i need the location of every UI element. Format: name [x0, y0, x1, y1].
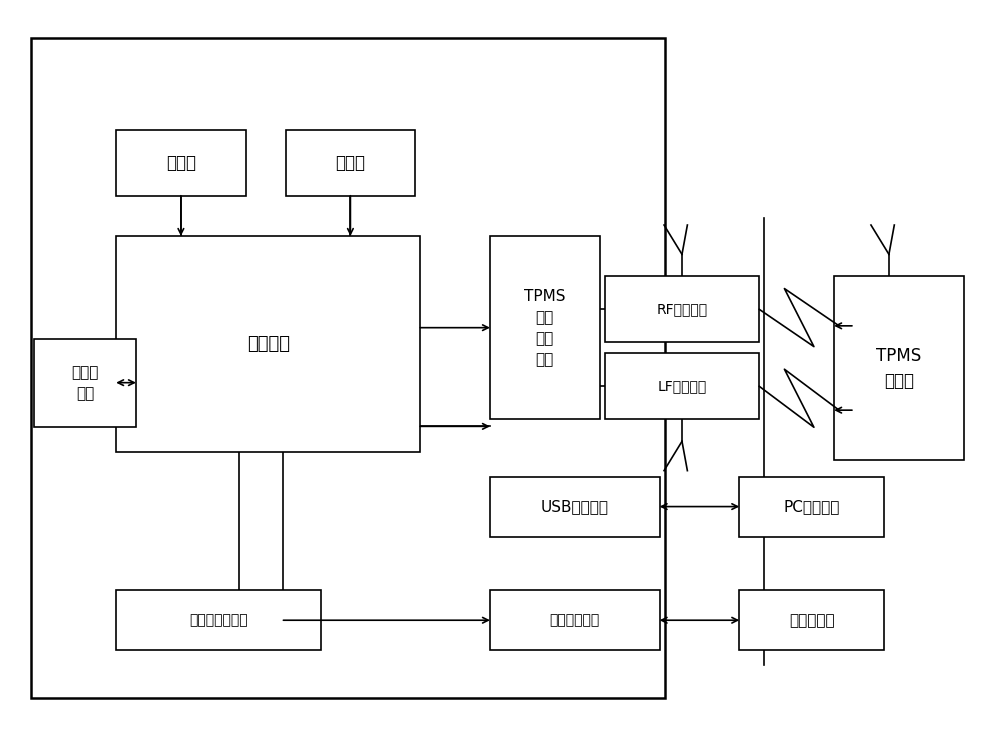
- Bar: [31, 38, 665, 698]
- Bar: [116, 130, 246, 196]
- Text: 主控制器: 主控制器: [247, 335, 290, 353]
- Text: 汽车诊断座: 汽车诊断座: [789, 613, 834, 628]
- Text: 数据存
储器: 数据存 储器: [71, 364, 99, 400]
- Text: 诊断通讯接口: 诊断通讯接口: [550, 613, 600, 627]
- Bar: [605, 276, 759, 342]
- Bar: [739, 590, 884, 651]
- Text: RF接收单元: RF接收单元: [656, 302, 708, 316]
- Text: 显示屏: 显示屏: [335, 154, 365, 171]
- Text: TPMS
传感器: TPMS 传感器: [876, 347, 922, 389]
- Bar: [286, 130, 415, 196]
- Bar: [834, 276, 964, 460]
- Text: PC升级设备: PC升级设备: [783, 499, 840, 514]
- Text: TPMS
无线
通信
模块: TPMS 无线 通信 模块: [524, 289, 566, 367]
- Bar: [116, 236, 420, 453]
- Bar: [116, 590, 320, 651]
- Bar: [605, 353, 759, 420]
- Text: USB数据接口: USB数据接口: [541, 499, 609, 514]
- Text: LF发射模块: LF发射模块: [657, 379, 707, 393]
- Text: 电源输入与控制: 电源输入与控制: [189, 613, 248, 627]
- Bar: [34, 339, 136, 427]
- Text: 键盘板: 键盘板: [166, 154, 196, 171]
- Bar: [490, 476, 660, 537]
- Bar: [490, 236, 600, 420]
- Bar: [739, 476, 884, 537]
- Bar: [490, 590, 660, 651]
